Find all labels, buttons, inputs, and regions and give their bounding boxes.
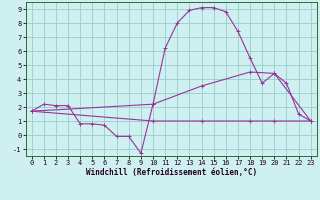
X-axis label: Windchill (Refroidissement éolien,°C): Windchill (Refroidissement éolien,°C) xyxy=(86,168,257,177)
